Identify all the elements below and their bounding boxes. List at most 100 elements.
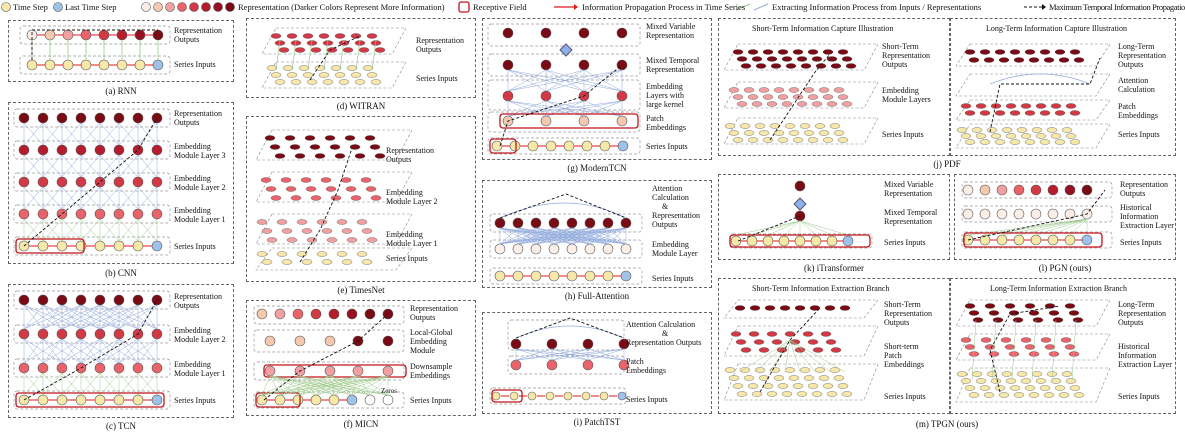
edge	[80, 372, 101, 396]
edge	[42, 338, 63, 364]
embedding-node	[1016, 371, 1028, 377]
embedding-node	[365, 186, 377, 192]
edge	[751, 220, 801, 236]
fullatt-label: Representation	[652, 211, 700, 220]
node	[494, 270, 506, 282]
edge	[1001, 218, 1088, 236]
node	[512, 243, 524, 255]
max-path	[23, 299, 158, 401]
embedding-node	[354, 79, 366, 85]
pdf-left-label: Representation	[882, 51, 930, 60]
node	[94, 176, 106, 188]
edge	[587, 348, 625, 361]
embedding-node	[1058, 392, 1070, 398]
embedding-node	[1048, 310, 1060, 316]
legend-glyphs	[1, 1, 1046, 13]
layer-plane	[255, 213, 413, 245]
embedding-node	[998, 57, 1010, 63]
embedding-node	[336, 251, 348, 257]
edge	[80, 186, 101, 210]
layer-plane	[955, 99, 1111, 121]
node	[98, 59, 110, 71]
embedding-node	[1009, 49, 1021, 55]
cnn-label: Embedding	[174, 174, 211, 183]
layer-plane	[955, 367, 1111, 403]
embedding-node	[739, 367, 751, 373]
caption-patchtst: (i) PatchTST	[573, 417, 621, 427]
embedding-node	[818, 375, 830, 381]
embedding-node	[1054, 139, 1066, 145]
layer-frame	[13, 390, 171, 410]
embedding-node	[1024, 110, 1036, 116]
fullatt-label: Embedding	[652, 240, 689, 249]
edge	[589, 227, 627, 245]
micn-label: Outputs	[410, 313, 436, 322]
node	[56, 240, 68, 252]
moderntcn-label: Patch	[646, 114, 664, 123]
embedding-node	[1013, 392, 1025, 398]
cnn-label: Embedding	[174, 206, 211, 215]
node	[382, 335, 394, 347]
layer-plane	[255, 171, 413, 203]
embedding-node	[732, 137, 744, 143]
embedding-node	[374, 47, 386, 53]
node	[346, 308, 358, 320]
node	[75, 394, 87, 406]
embedding-node	[304, 135, 316, 141]
node	[152, 59, 164, 71]
embedding-node	[298, 65, 310, 71]
edge	[329, 375, 335, 396]
embedding-node	[264, 135, 276, 141]
embedding-node	[766, 391, 778, 397]
caption-micn: (f) MICN	[343, 419, 379, 429]
moderntcn-label: Representation	[646, 31, 694, 40]
embedding-node	[841, 56, 853, 62]
node	[75, 176, 87, 188]
tcn-label: Module Layer 2	[174, 335, 226, 344]
embedding-node	[762, 383, 774, 389]
panel-rnn	[8, 20, 234, 82]
node	[37, 112, 49, 124]
embedding-node	[1020, 337, 1032, 343]
edge	[799, 220, 849, 236]
caption-witran: (d) WITRAN	[336, 101, 386, 111]
receptive-field	[255, 392, 301, 408]
edge	[1071, 319, 1077, 381]
node	[540, 115, 552, 127]
edge	[42, 304, 101, 330]
embedding-node	[829, 123, 841, 129]
edge	[971, 319, 977, 381]
embedding-node	[758, 375, 770, 381]
embedding-node	[735, 339, 747, 345]
embedding-node	[340, 177, 352, 183]
embedding-node	[1050, 103, 1062, 109]
tcn-label: Outputs	[174, 301, 200, 310]
node	[616, 27, 628, 39]
edge	[297, 375, 359, 396]
embedding-node	[728, 130, 740, 136]
embedding-node	[724, 367, 736, 373]
node	[602, 243, 614, 255]
embedding-node	[740, 63, 752, 69]
edge	[499, 227, 555, 245]
node	[113, 240, 125, 252]
node	[512, 270, 524, 282]
receptive-field	[263, 364, 407, 378]
edge	[499, 227, 573, 245]
embedding-node	[1052, 317, 1064, 323]
edge	[1052, 218, 1088, 236]
itrans-label: Series Inputs	[884, 238, 926, 247]
patchtst-label: &	[662, 329, 669, 338]
embedding-node	[814, 367, 826, 373]
edge	[1031, 319, 1037, 381]
edge	[499, 227, 591, 245]
embedding-node	[724, 123, 736, 129]
edge	[137, 154, 158, 178]
node	[602, 217, 614, 229]
edge	[61, 304, 101, 330]
embedding-node	[785, 63, 797, 69]
embedding-node	[370, 79, 382, 85]
edge	[261, 375, 331, 396]
embedding-node	[1024, 344, 1036, 350]
embedding-node	[822, 49, 834, 55]
